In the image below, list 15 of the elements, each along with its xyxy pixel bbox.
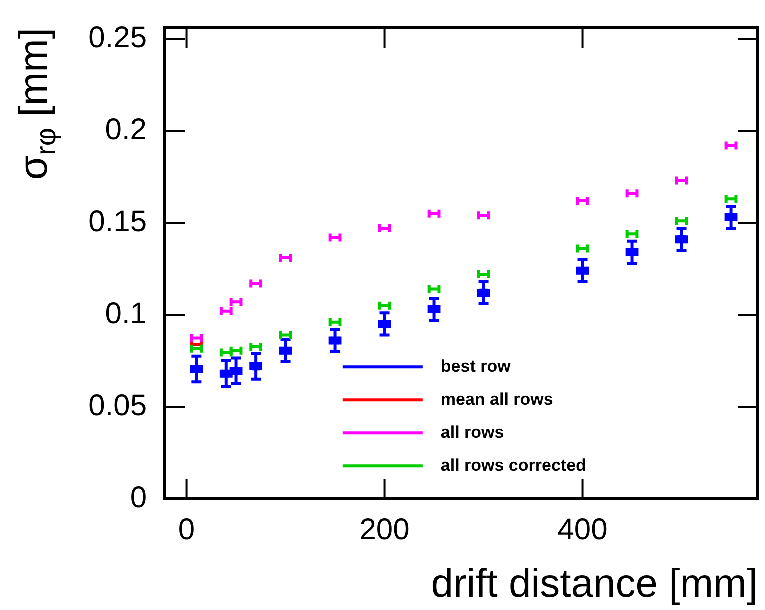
legend-label: best row bbox=[440, 356, 512, 376]
y-tick-label: 0.05 bbox=[88, 389, 147, 422]
x-axis-title: drift distance [mm] bbox=[431, 562, 758, 606]
legend-label: mean all rows bbox=[440, 390, 554, 409]
x-tick-label: 400 bbox=[558, 513, 608, 546]
x-tick-label: 0 bbox=[178, 513, 196, 546]
legend-label: all rows bbox=[440, 422, 504, 442]
legend-label: all rows corrected bbox=[440, 456, 586, 475]
y-tick-label: 0.2 bbox=[105, 113, 147, 146]
y-axis-title: σrφ [mm] bbox=[12, 28, 62, 180]
y-tick-label: 0.1 bbox=[105, 297, 147, 330]
x-tick-label: 200 bbox=[360, 513, 410, 546]
y-tick-label: 0 bbox=[130, 481, 147, 514]
y-tick-label: 0.25 bbox=[88, 21, 147, 54]
y-tick-label: 0.15 bbox=[88, 205, 147, 238]
